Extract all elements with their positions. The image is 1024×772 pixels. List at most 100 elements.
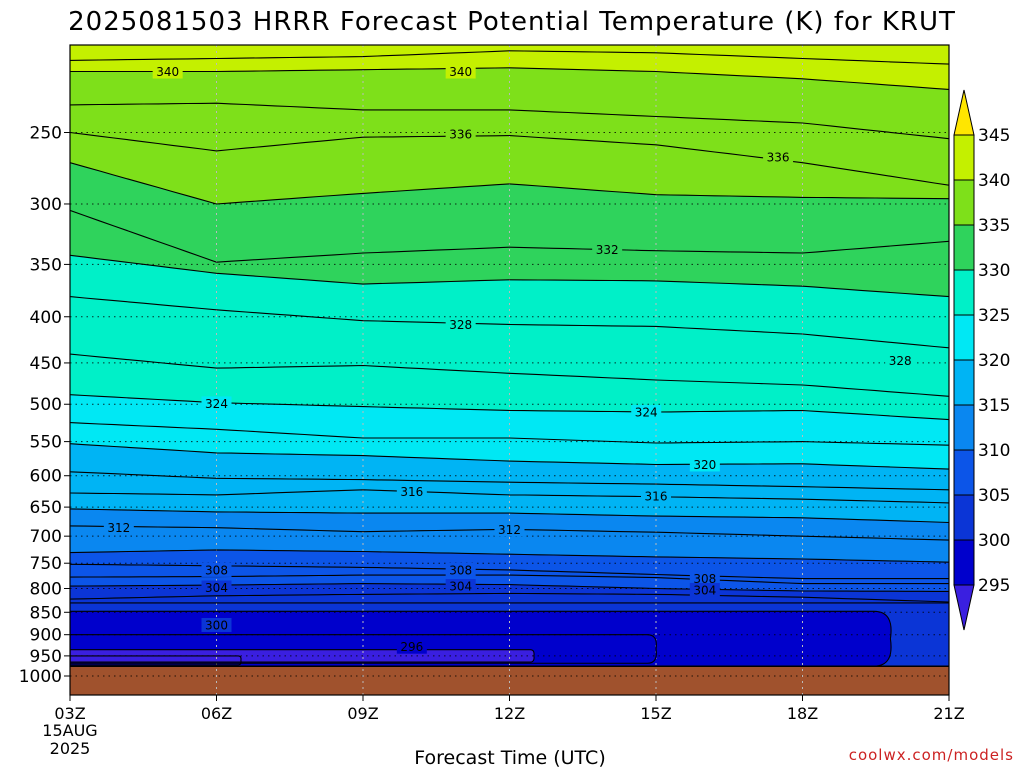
contour-label-text: 316 bbox=[400, 485, 423, 499]
fill-band bbox=[70, 67, 949, 139]
y-tick-label: 300 bbox=[30, 195, 62, 215]
contour-label-text: 304 bbox=[205, 581, 228, 595]
contour-label-bg bbox=[763, 149, 794, 164]
contour-326 bbox=[70, 353, 949, 397]
contour-label-text: 312 bbox=[498, 523, 521, 537]
fill-band bbox=[70, 575, 949, 592]
colorbar-tick-label: 345 bbox=[978, 126, 1010, 146]
credit-text[interactable]: coolwx.com/models bbox=[849, 746, 1014, 764]
contour-316 bbox=[70, 489, 949, 504]
colorbar-min-arrow bbox=[953, 584, 975, 631]
contour-label-bg bbox=[201, 580, 232, 595]
fill-band bbox=[70, 394, 949, 446]
contour-label: 316 bbox=[396, 484, 427, 499]
y-tick-label: 950 bbox=[30, 647, 62, 667]
y-tick-label: 450 bbox=[30, 354, 62, 374]
colorbar-segment bbox=[953, 224, 975, 271]
contour-label-bg bbox=[396, 639, 427, 654]
x-axis-label: Forecast Time (UTC) bbox=[414, 747, 605, 768]
contour-label-text: 324 bbox=[205, 397, 228, 411]
colorbar-tick-label: 305 bbox=[978, 486, 1010, 506]
contour-label-bg bbox=[445, 562, 476, 577]
contour-labels: 340 340 336 336 332 328 328 324 324 320 316 316 312 3… bbox=[103, 64, 916, 654]
contour-label: 328 bbox=[445, 317, 476, 332]
contour-label: 336 bbox=[763, 149, 794, 164]
x-axis: 03Z 06Z 09Z 12Z 15Z 18Z 21Z bbox=[54, 695, 965, 723]
contour-label: 340 bbox=[445, 64, 476, 79]
contour-310 bbox=[70, 549, 949, 563]
y-tick-label: 400 bbox=[30, 308, 62, 328]
contour-label: 328 bbox=[885, 353, 916, 368]
colorbar-segment bbox=[953, 539, 975, 586]
contour-label: 308 bbox=[201, 562, 232, 577]
colorbar-segment bbox=[953, 179, 975, 226]
contour-label: 308 bbox=[689, 571, 720, 586]
contour-label-bg bbox=[689, 571, 720, 586]
fill-band bbox=[70, 103, 949, 186]
contour-label: 312 bbox=[103, 520, 134, 535]
contour-label-text: 308 bbox=[205, 563, 228, 577]
contour-label-text: 328 bbox=[449, 318, 472, 332]
x-tick-label: 15Z bbox=[640, 704, 671, 723]
contour-label-bg bbox=[592, 242, 623, 257]
x-start-date-line2: 2025 bbox=[50, 739, 91, 758]
contour-label-text: 312 bbox=[107, 521, 130, 535]
contour-314 bbox=[70, 508, 949, 524]
fill-band bbox=[70, 45, 949, 65]
contour-label: 308 bbox=[445, 562, 476, 577]
y-tick-label: 550 bbox=[30, 433, 62, 453]
contour-label-text: 336 bbox=[767, 150, 790, 164]
contour-label-bg bbox=[152, 64, 183, 79]
contour-label: 304 bbox=[689, 582, 720, 597]
fill-band bbox=[70, 471, 949, 503]
contour-320 bbox=[70, 443, 949, 470]
ground-fill bbox=[70, 666, 949, 695]
y-tick-label: 650 bbox=[30, 498, 62, 518]
fill-band bbox=[70, 549, 949, 579]
contour-label-bg bbox=[201, 617, 232, 632]
y-tick-label: 500 bbox=[30, 395, 62, 415]
contour-336 bbox=[70, 131, 949, 186]
contour-label-text: 296 bbox=[400, 640, 423, 654]
fill-band bbox=[70, 132, 949, 204]
contour-label: 312 bbox=[494, 522, 525, 537]
x-tick-label: 18Z bbox=[787, 704, 818, 723]
contour-328 bbox=[70, 296, 949, 349]
contour-334 bbox=[70, 162, 949, 205]
y-tick-label: 700 bbox=[30, 527, 62, 547]
contour-342 bbox=[70, 50, 949, 65]
contour-label: 296 bbox=[396, 639, 427, 654]
fill-band bbox=[70, 210, 949, 297]
contour-label-text: 300 bbox=[205, 618, 228, 632]
colorbar-segment bbox=[953, 314, 975, 361]
fill-band bbox=[70, 489, 949, 523]
contour-label-bg bbox=[689, 582, 720, 597]
contour-label: 320 bbox=[689, 457, 720, 472]
contour-label-bg bbox=[445, 579, 476, 594]
y-tick-label: 900 bbox=[30, 626, 62, 646]
contour-label-bg bbox=[494, 522, 525, 537]
contour-label-bg bbox=[445, 317, 476, 332]
x-tick-label: 12Z bbox=[494, 704, 525, 723]
colorbar-segment bbox=[953, 359, 975, 406]
contour-label: 300 bbox=[201, 617, 232, 632]
x-tick-label: 06Z bbox=[201, 704, 232, 723]
x-start-date-line1: 15AUG bbox=[42, 721, 97, 740]
contour-label-text: 340 bbox=[449, 65, 472, 79]
y-tick-label: 1000 bbox=[19, 667, 62, 687]
colorbar-tick-label: 335 bbox=[978, 216, 1010, 236]
x-tick-label: 03Z bbox=[54, 704, 85, 723]
contour-label: 332 bbox=[592, 242, 623, 257]
contour-label-bg bbox=[445, 64, 476, 79]
colorbar-segment bbox=[953, 404, 975, 451]
colorbar-tick-label: 300 bbox=[978, 531, 1010, 551]
y-tick-label: 800 bbox=[30, 580, 62, 600]
contour-label-text: 304 bbox=[449, 580, 472, 594]
contour-label: 316 bbox=[641, 489, 671, 504]
y-axis: 250 300 350 400 450 500 550 600 650 700 750 800 850 9… bbox=[19, 123, 70, 687]
contour-330 bbox=[70, 254, 949, 298]
contour-label-text: 308 bbox=[693, 572, 716, 586]
contour-label-text: 316 bbox=[645, 490, 668, 504]
contour-label: 304 bbox=[445, 579, 476, 594]
fill-band bbox=[70, 50, 949, 90]
